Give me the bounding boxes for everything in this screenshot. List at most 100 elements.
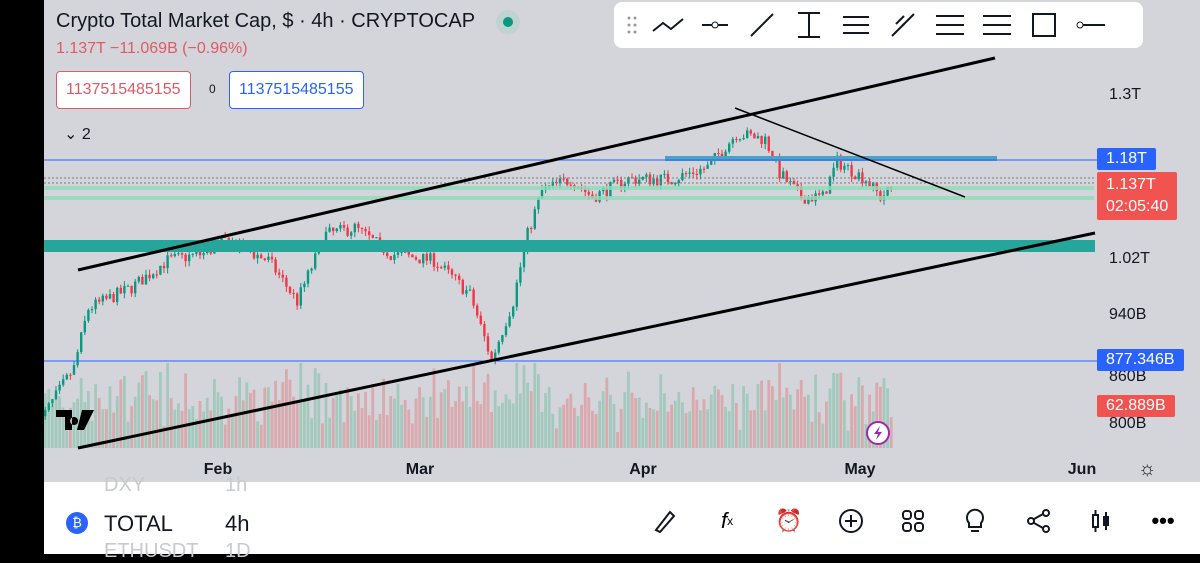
volume-bar xyxy=(670,404,673,448)
volume-bar xyxy=(821,423,825,448)
candle xyxy=(69,374,72,376)
volume-bar xyxy=(753,409,756,448)
more-menu-icon[interactable]: ••• xyxy=(1151,508,1175,533)
settings-gear-icon[interactable]: ☼ xyxy=(1138,458,1157,480)
candle xyxy=(688,172,691,174)
candle xyxy=(76,352,79,366)
volume-bar xyxy=(781,397,785,448)
volume-bar xyxy=(519,393,522,448)
fib-extension-icon[interactable] xyxy=(973,2,1020,48)
alarm-clock-icon[interactable]: ⏰ xyxy=(775,508,803,533)
candle xyxy=(828,176,832,194)
volume-bar xyxy=(497,405,501,448)
volume-bar xyxy=(652,409,655,448)
candle xyxy=(454,274,457,276)
candle xyxy=(569,184,572,186)
candle xyxy=(90,309,94,311)
ideas-lightbulb-icon[interactable] xyxy=(960,506,990,536)
chart-title[interactable]: Crypto Total Market Cap, $ · 4h · CRYPTO… xyxy=(56,10,476,32)
candle xyxy=(393,254,396,260)
buy-button[interactable]: 1137515485155 xyxy=(229,71,364,109)
rectangle-icon[interactable] xyxy=(1020,2,1067,48)
symbol-name[interactable]: TOTAL xyxy=(104,511,173,536)
volume-bar xyxy=(443,389,447,448)
candle xyxy=(836,155,839,168)
volume-bar xyxy=(684,413,688,448)
drawing-toolbar xyxy=(614,2,1143,48)
volume-bar xyxy=(817,412,821,448)
horizontal-ray-icon[interactable] xyxy=(691,2,738,48)
vertical-line-icon[interactable] xyxy=(785,2,832,48)
volume-bar xyxy=(133,396,137,448)
volume-bar xyxy=(522,365,526,448)
volume-bar xyxy=(501,402,504,448)
volume-bar xyxy=(119,379,123,448)
volume-bar xyxy=(421,397,425,448)
candle xyxy=(278,272,281,275)
volume-bar xyxy=(749,410,753,448)
candle xyxy=(80,332,83,353)
candle xyxy=(508,316,511,327)
price-chart[interactable] xyxy=(44,0,1200,482)
volume-bar xyxy=(169,398,173,448)
candle xyxy=(526,228,529,249)
channel-upper-line xyxy=(77,56,996,272)
pitchfork-icon[interactable] xyxy=(879,2,926,48)
sell-button[interactable]: 1137515485155 xyxy=(56,71,191,109)
candle xyxy=(378,237,382,241)
candle xyxy=(756,136,760,139)
candle xyxy=(850,165,853,177)
volume-bar xyxy=(295,402,299,448)
prev-symbol[interactable]: DXY xyxy=(104,474,146,496)
drag-handle-icon[interactable] xyxy=(620,2,644,48)
trend-line-icon[interactable] xyxy=(738,2,785,48)
add-plus-icon[interactable] xyxy=(836,506,866,536)
candle xyxy=(173,253,176,257)
horizontal-line-icon[interactable] xyxy=(1067,2,1114,48)
fib-retracement-icon[interactable] xyxy=(926,2,973,48)
volume-bar xyxy=(198,401,202,448)
share-icon[interactable] xyxy=(1024,506,1054,536)
volume-bar xyxy=(331,398,335,448)
candle xyxy=(796,184,799,187)
volume-bar xyxy=(612,403,616,448)
volume-bar xyxy=(702,399,706,448)
candle xyxy=(540,189,544,198)
candle xyxy=(587,191,590,195)
volume-bar xyxy=(61,407,65,448)
time-axis-label: Apr xyxy=(629,461,657,478)
candle xyxy=(440,267,443,269)
next-interval: 1D xyxy=(225,540,251,562)
next-symbol[interactable]: ETHUSDT xyxy=(104,540,199,562)
parallel-channel-icon[interactable] xyxy=(832,2,879,48)
volume-bar xyxy=(299,363,303,448)
volume-bar xyxy=(216,392,220,448)
volume-bar xyxy=(853,406,857,448)
candle xyxy=(760,136,763,144)
volume-bar xyxy=(745,393,749,448)
candle xyxy=(450,269,454,275)
volume-bar xyxy=(454,400,457,448)
interval-button[interactable]: 4h xyxy=(225,511,250,536)
volume-bar xyxy=(418,387,421,448)
volume-bar xyxy=(663,393,666,448)
candle xyxy=(468,289,472,291)
volume-bar xyxy=(277,399,281,448)
volume-bar xyxy=(436,417,439,448)
indicators-toggle[interactable]: ⌄ 2 xyxy=(64,126,91,143)
candle xyxy=(764,136,767,144)
drawing-pencil-icon[interactable] xyxy=(650,506,680,536)
trend-angle-icon[interactable] xyxy=(644,2,691,48)
candle xyxy=(346,227,349,236)
candles-chart-type-icon[interactable] xyxy=(1086,506,1116,536)
volume-bar xyxy=(400,404,403,448)
price-axis-label: 1.02T xyxy=(1109,250,1150,267)
candle xyxy=(706,164,709,169)
candle xyxy=(778,158,781,179)
volume-bar xyxy=(724,406,727,448)
layout-grid-icon[interactable] xyxy=(898,506,928,536)
candle xyxy=(267,256,270,260)
market-status-icon[interactable] xyxy=(496,10,520,34)
volume-bar xyxy=(223,424,227,448)
